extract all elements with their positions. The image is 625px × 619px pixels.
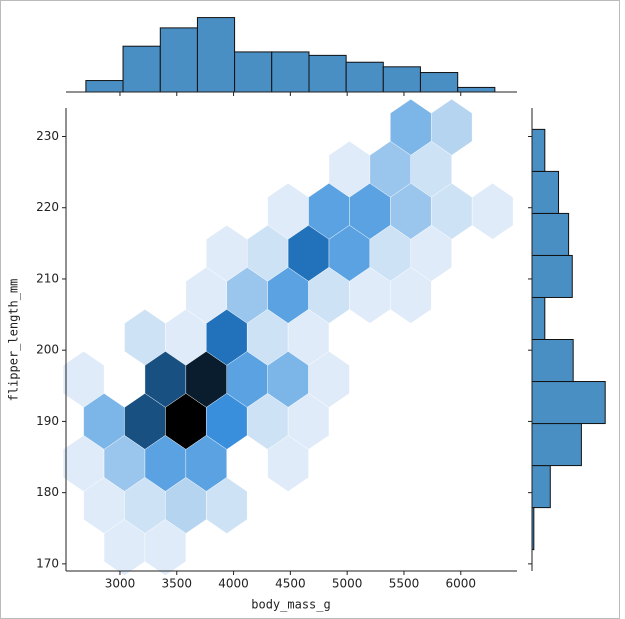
- hist-bar: [271, 51, 310, 93]
- hist-bar: [382, 66, 421, 93]
- y-tick-label: 220: [36, 200, 59, 214]
- hist-bar: [531, 212, 570, 256]
- hist-bar: [345, 61, 384, 93]
- hist-bar: [531, 170, 560, 214]
- hexbin-cell: [471, 183, 514, 240]
- hist-bar: [419, 72, 459, 93]
- x-tick-label: 5500: [389, 577, 420, 591]
- hexbin-cell: [267, 435, 309, 492]
- hist-bar: [85, 80, 124, 93]
- hist-bar: [531, 423, 582, 467]
- y-tick-label: 170: [36, 556, 59, 570]
- x-tick-label: 5000: [332, 577, 363, 591]
- x-tick-label: 4500: [275, 577, 306, 591]
- hist-bar: [457, 86, 496, 93]
- hist-bar: [234, 51, 273, 93]
- x-tick-label: 3500: [161, 577, 192, 591]
- x-tick-label: 6000: [445, 577, 476, 591]
- y-tick-label: 200: [36, 343, 59, 357]
- hist-bar: [531, 339, 574, 383]
- hist-bar: [531, 465, 551, 509]
- y-tick-label: 230: [36, 129, 59, 143]
- y-axis-label: flipper_length_mm: [7, 279, 21, 402]
- hist-bar: [308, 54, 347, 93]
- hist-bar: [196, 17, 236, 93]
- hist-bar: [122, 45, 161, 93]
- hexbin-cell: [144, 519, 187, 576]
- hist-bar: [531, 381, 606, 425]
- x-tick-label: 3000: [105, 577, 136, 591]
- hist-bar: [531, 128, 546, 172]
- y-tick-label: 210: [36, 271, 59, 285]
- y-tick-label: 190: [36, 414, 59, 428]
- x-tick-label: 4000: [218, 577, 249, 591]
- x-axis-label: body_mass_g: [251, 598, 330, 612]
- hexbin-cell: [390, 267, 432, 324]
- hexbin-cell: [206, 477, 248, 534]
- hist-bar: [531, 296, 546, 340]
- y-tick-label: 180: [36, 485, 59, 499]
- hist-bar: [531, 254, 573, 298]
- hist-bar: [159, 27, 198, 93]
